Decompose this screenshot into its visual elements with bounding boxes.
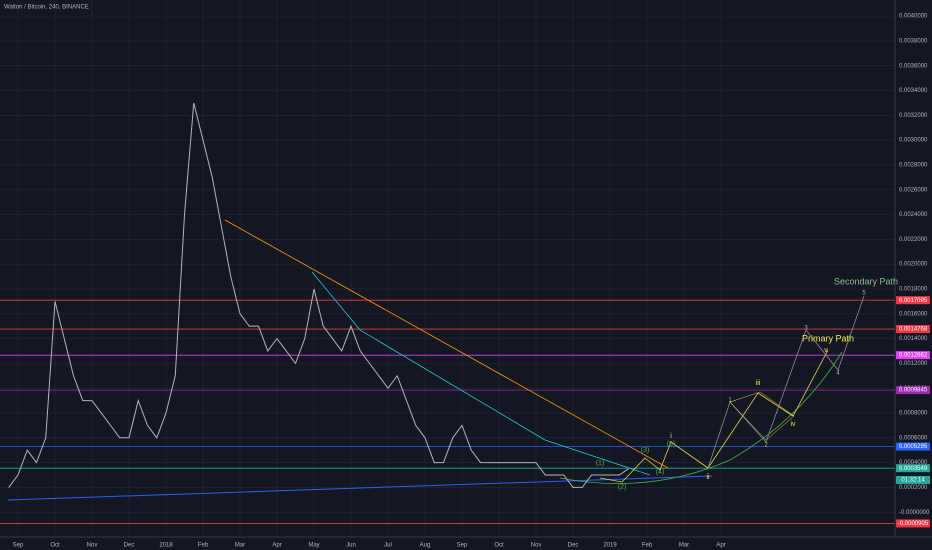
level-label-box [896, 464, 930, 473]
y-tick-label: 0.0006000 [899, 435, 928, 441]
grid [0, 0, 895, 537]
wave-label: v [824, 347, 828, 354]
y-tick-label: 0.0004000 [899, 460, 928, 466]
wave-label: 3 [804, 326, 808, 332]
wave-label: (4) [656, 469, 665, 476]
x-tick-label: 2019 [603, 543, 617, 549]
y-tick-label: 0.0036000 [899, 63, 928, 69]
wave-label: (3) [641, 447, 650, 454]
x-tick-label: Sep [13, 543, 24, 549]
y-tick-label: 0.0030000 [899, 138, 928, 144]
y-tick-label: 0.0016000 [899, 311, 928, 317]
countdown-box [896, 476, 930, 484]
channel-curve [559, 351, 843, 484]
level-label: 0.0014768 [899, 327, 928, 333]
x-tick-label: Mar [679, 543, 689, 549]
y-tick-label: -0.0000000 [899, 510, 930, 516]
wave-label: i [670, 433, 672, 440]
x-tick-label: Sep [457, 543, 468, 549]
level-label: 0.0005295 [899, 444, 928, 450]
y-tick-label: 0.0026000 [899, 187, 928, 193]
y-tick-label: 0.0038000 [899, 39, 928, 45]
x-tick-label: Oct [50, 543, 60, 549]
trend-line [224, 219, 669, 469]
primary-path [599, 349, 829, 483]
x-tick-label: Jul [384, 543, 392, 549]
support-line [7, 475, 713, 501]
x-tick-label: Jun [346, 543, 356, 549]
drawings [7, 219, 865, 501]
x-tick-label: Dec [568, 543, 579, 549]
countdown: 01:32:14 [901, 478, 925, 484]
price [8, 102, 629, 488]
wave-label: iii [756, 380, 761, 387]
trend-line [311, 271, 651, 476]
wave-label: 2 [764, 443, 768, 449]
x-tick-label: Nov [531, 543, 542, 549]
level-label-box [896, 442, 930, 451]
y-tick-label: 0.0024000 [899, 212, 928, 218]
y-tick-label: 0.0034000 [899, 88, 928, 94]
x-tick-label: Feb [642, 543, 653, 549]
level-label: 0.0012662 [899, 353, 928, 359]
annotation: Primary Path [802, 333, 854, 343]
x-tick-label: Apr [716, 543, 725, 549]
level-label: 0.0017095 [899, 298, 928, 304]
levels [0, 299, 895, 524]
y-tick-label: 0.0012000 [899, 361, 928, 367]
annotation: Secondary Path [834, 276, 898, 286]
projection-box [729, 391, 795, 441]
wave-label: 4 [836, 371, 840, 377]
level-label-box [896, 296, 930, 305]
wave-label: 5 [862, 291, 866, 297]
x-tick-label: 2018 [159, 543, 173, 549]
wave-label: (2) [618, 484, 627, 491]
wave-label: ii [706, 474, 710, 481]
x-tick-label: May [308, 543, 319, 549]
y-tick-label: 0.0028000 [899, 163, 928, 169]
price-line [8, 102, 629, 488]
x-tick-label: Oct [494, 543, 504, 549]
x-tick-label: Feb [198, 543, 209, 549]
level-label: 0.0009845 [899, 388, 928, 394]
level-label-box [896, 351, 930, 360]
y-tick-label: 0.0040000 [899, 14, 928, 20]
y-tick-label: 0.0014000 [899, 336, 928, 342]
wave-label: (1) [596, 460, 605, 467]
x-tick-label: Nov [87, 543, 98, 549]
wave-label: (5) [667, 441, 676, 448]
wave-label: iv [790, 421, 796, 428]
wave-label: 1 [728, 398, 732, 404]
y-tick-label: 0.0018000 [899, 287, 928, 293]
level-label-box [896, 386, 930, 395]
level-label-box [896, 325, 930, 334]
secondary-path [707, 295, 865, 469]
y-tick-label: 0.0022000 [899, 237, 928, 243]
x-tick-label: Aug [420, 543, 431, 549]
chart-title: Walton / Bitcoin, 240, BINANCE [4, 5, 89, 11]
x-tick-label: Mar [235, 543, 245, 549]
level-label: 0.0003549 [899, 466, 928, 472]
x-tick-label: Apr [272, 543, 281, 549]
level-label: -0.0000905 [898, 521, 929, 527]
y-tick-label: 0.0032000 [899, 113, 928, 119]
y-tick-label: 0.0008000 [899, 411, 928, 417]
y-tick-label: 0.0020000 [899, 262, 928, 268]
y-tick-label: 0.0002000 [899, 485, 928, 491]
x-tick-label: Dec [124, 543, 135, 549]
level-label-box [896, 519, 930, 528]
